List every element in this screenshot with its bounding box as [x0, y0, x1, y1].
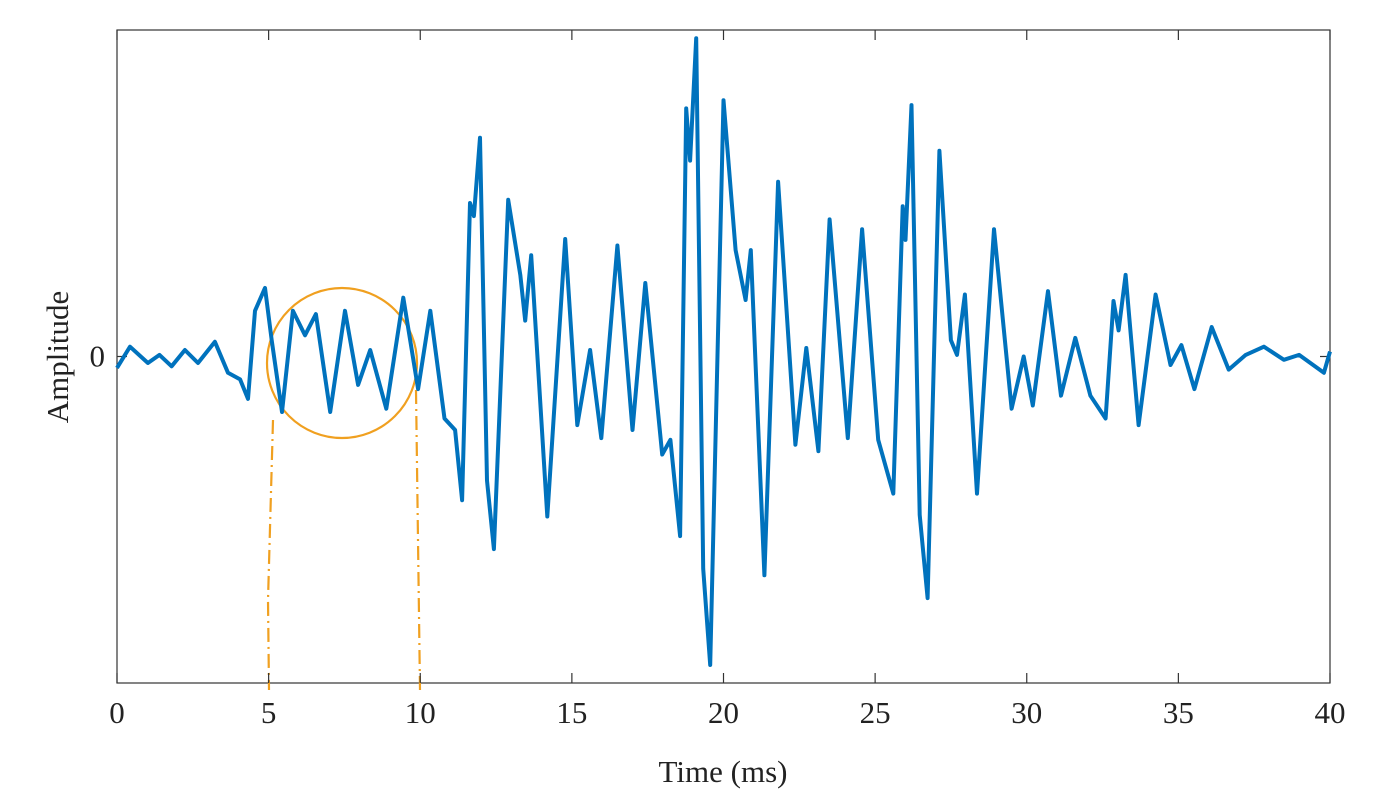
x-tick-label: 15 — [556, 695, 587, 730]
highlight-circle — [265, 286, 419, 440]
x-tick-label: 25 — [860, 695, 891, 730]
x-tick-label: 5 — [261, 695, 277, 730]
dashed-guide — [414, 389, 422, 691]
y-tick-label: 0 — [90, 339, 106, 374]
x-tick-label: 0 — [109, 695, 125, 730]
y-axis-label: Amplitude — [40, 291, 75, 424]
x-tick-label: 10 — [405, 695, 436, 730]
dashed-guide — [266, 419, 275, 691]
x-tick-label: 40 — [1315, 695, 1346, 730]
x-tick-label: 20 — [708, 695, 739, 730]
x-tick-label: 35 — [1163, 695, 1194, 730]
x-tick-label: 30 — [1011, 695, 1042, 730]
annotation — [265, 286, 422, 691]
waveform-line — [115, 36, 1332, 667]
x-axis-label: Time (ms) — [659, 754, 788, 789]
